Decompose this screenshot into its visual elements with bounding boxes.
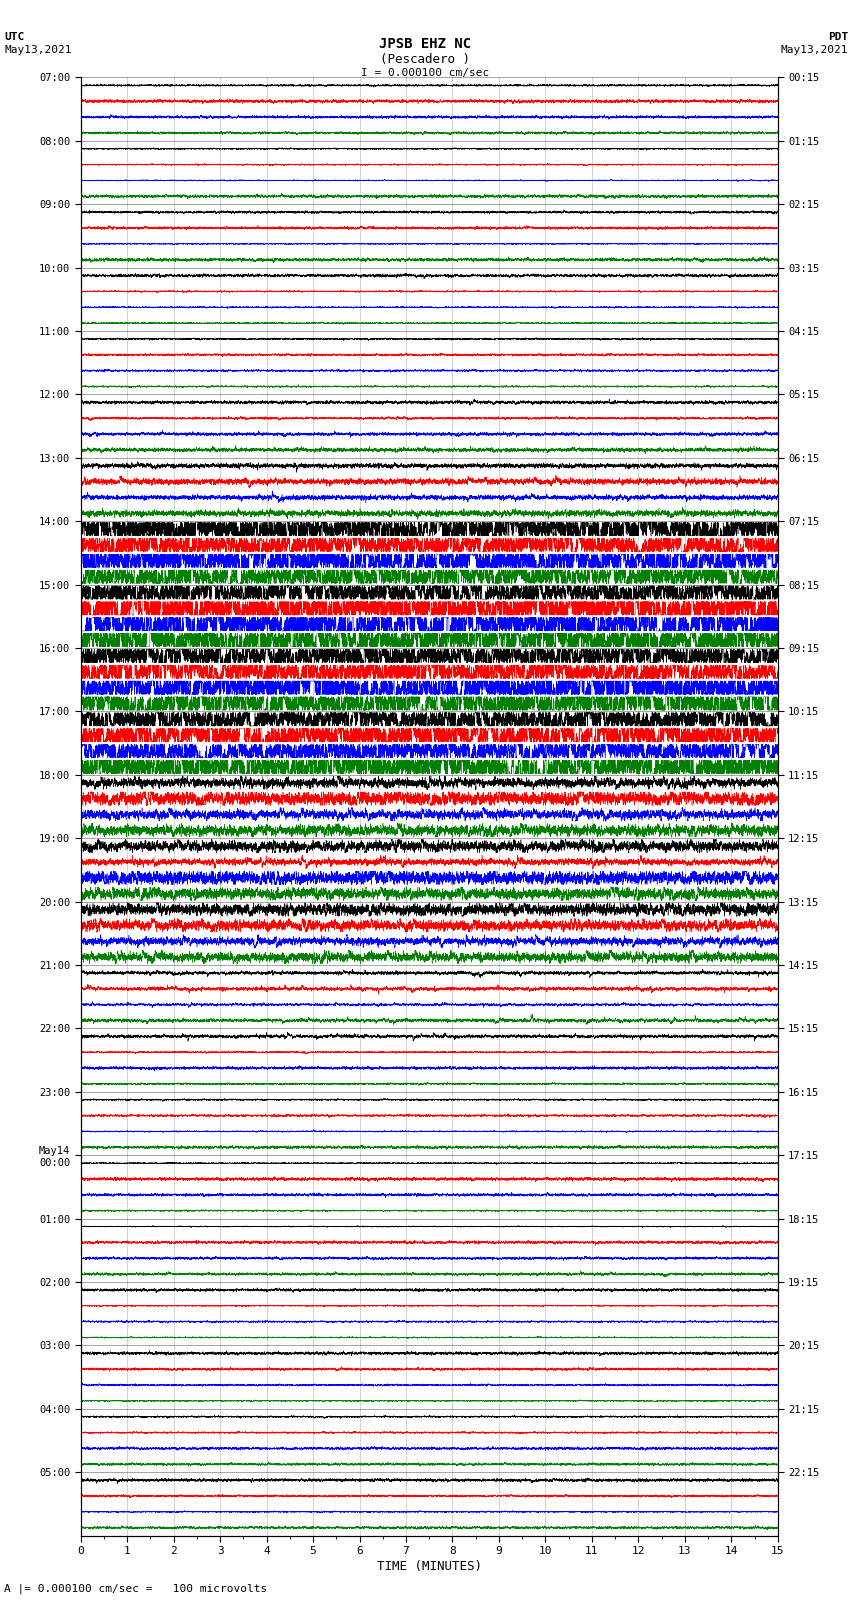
Text: JPSB EHZ NC: JPSB EHZ NC	[379, 37, 471, 52]
Text: I = 0.000100 cm/sec: I = 0.000100 cm/sec	[361, 68, 489, 77]
X-axis label: TIME (MINUTES): TIME (MINUTES)	[377, 1560, 482, 1573]
Text: May13,2021: May13,2021	[781, 45, 848, 55]
Text: PDT: PDT	[828, 32, 848, 42]
Text: A |= 0.000100 cm/sec =   100 microvolts: A |= 0.000100 cm/sec = 100 microvolts	[4, 1582, 268, 1594]
Text: May13,2021: May13,2021	[4, 45, 71, 55]
Text: UTC: UTC	[4, 32, 25, 42]
Text: (Pescadero ): (Pescadero )	[380, 53, 470, 66]
